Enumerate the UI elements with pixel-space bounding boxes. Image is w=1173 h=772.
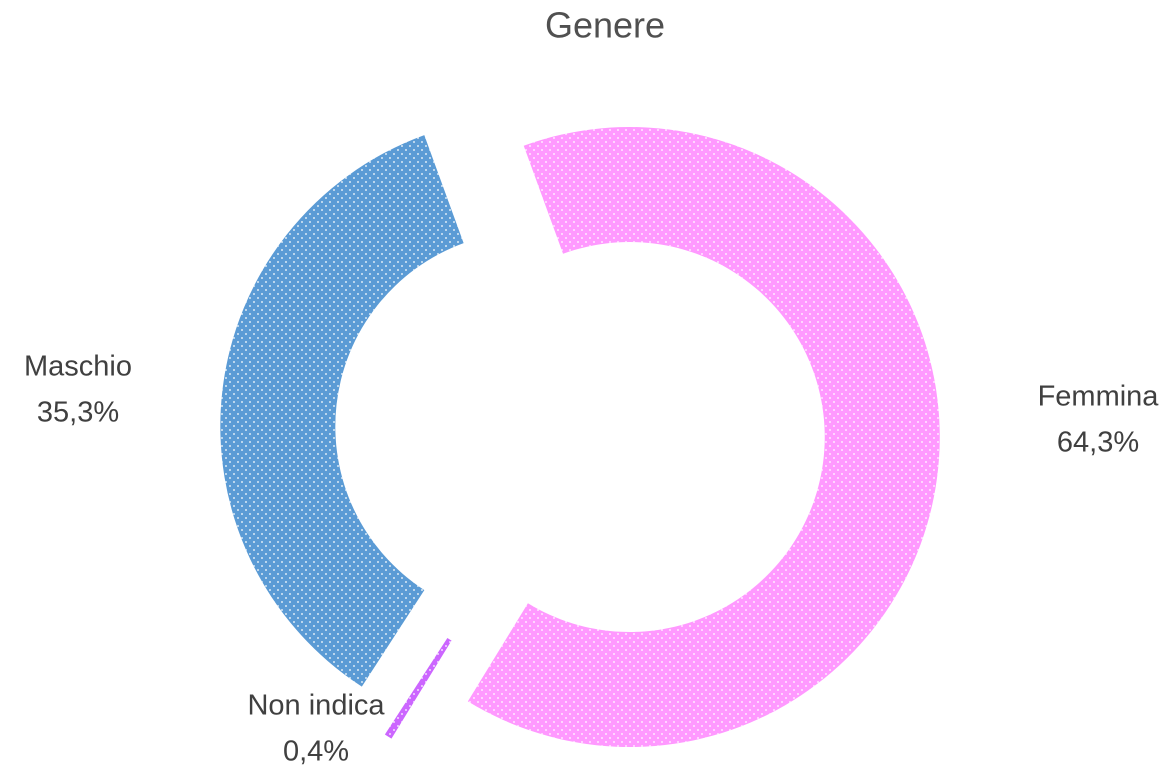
chart-title: Genere [545, 5, 665, 46]
value-label: 64,3% [1057, 427, 1139, 459]
slice-pattern [467, 127, 940, 748]
slice-pattern [384, 637, 452, 739]
slice-label: Femmina [1038, 381, 1160, 413]
slice-pattern [220, 135, 464, 687]
slice-label: Non indica [247, 690, 385, 722]
value-label: 0,4% [283, 736, 349, 768]
value-label: 35,3% [37, 397, 119, 429]
slice-label: Maschio [24, 351, 132, 383]
